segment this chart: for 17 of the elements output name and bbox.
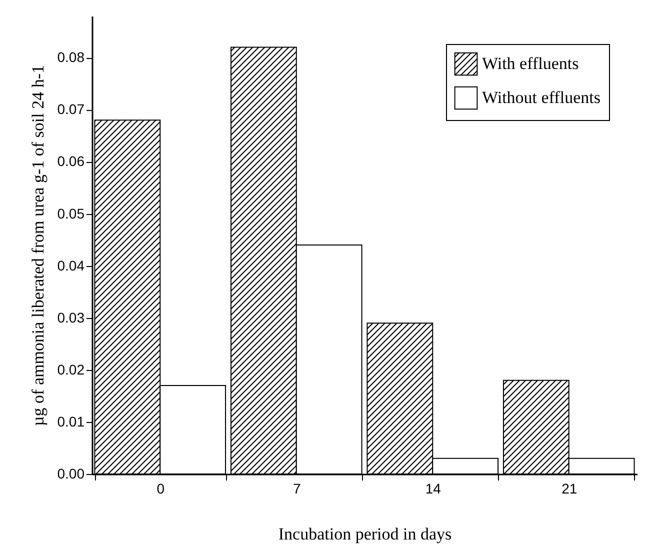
x-tick-label: 21 [562, 480, 578, 496]
x-tick-label: 0 [156, 480, 165, 496]
y-tick-label: 0.03 [57, 309, 85, 326]
x-tick-label: 7 [292, 480, 301, 496]
legend-label: Without effluents [482, 88, 600, 107]
y-tick-label: 0.04 [57, 257, 85, 274]
y-tick-label: 0.02 [57, 361, 85, 378]
legend-label: With effluents [482, 54, 579, 73]
y-tick-label: 0.06 [57, 153, 85, 170]
y-axis-title: µg of ammonia liberated from urea g-1 of soil 24 h-1 [28, 64, 48, 426]
y-tick-label: 0.01 [57, 413, 85, 430]
y-tick-label: 0.00 [57, 466, 85, 482]
y-tick-label: 0.07 [57, 101, 85, 118]
x-tick-label: 14 [425, 480, 442, 496]
y-tick-label: 0.05 [57, 205, 85, 222]
x-axis-title: Incubation period in days [278, 524, 452, 544]
y-tick-label: 0.08 [57, 49, 85, 66]
